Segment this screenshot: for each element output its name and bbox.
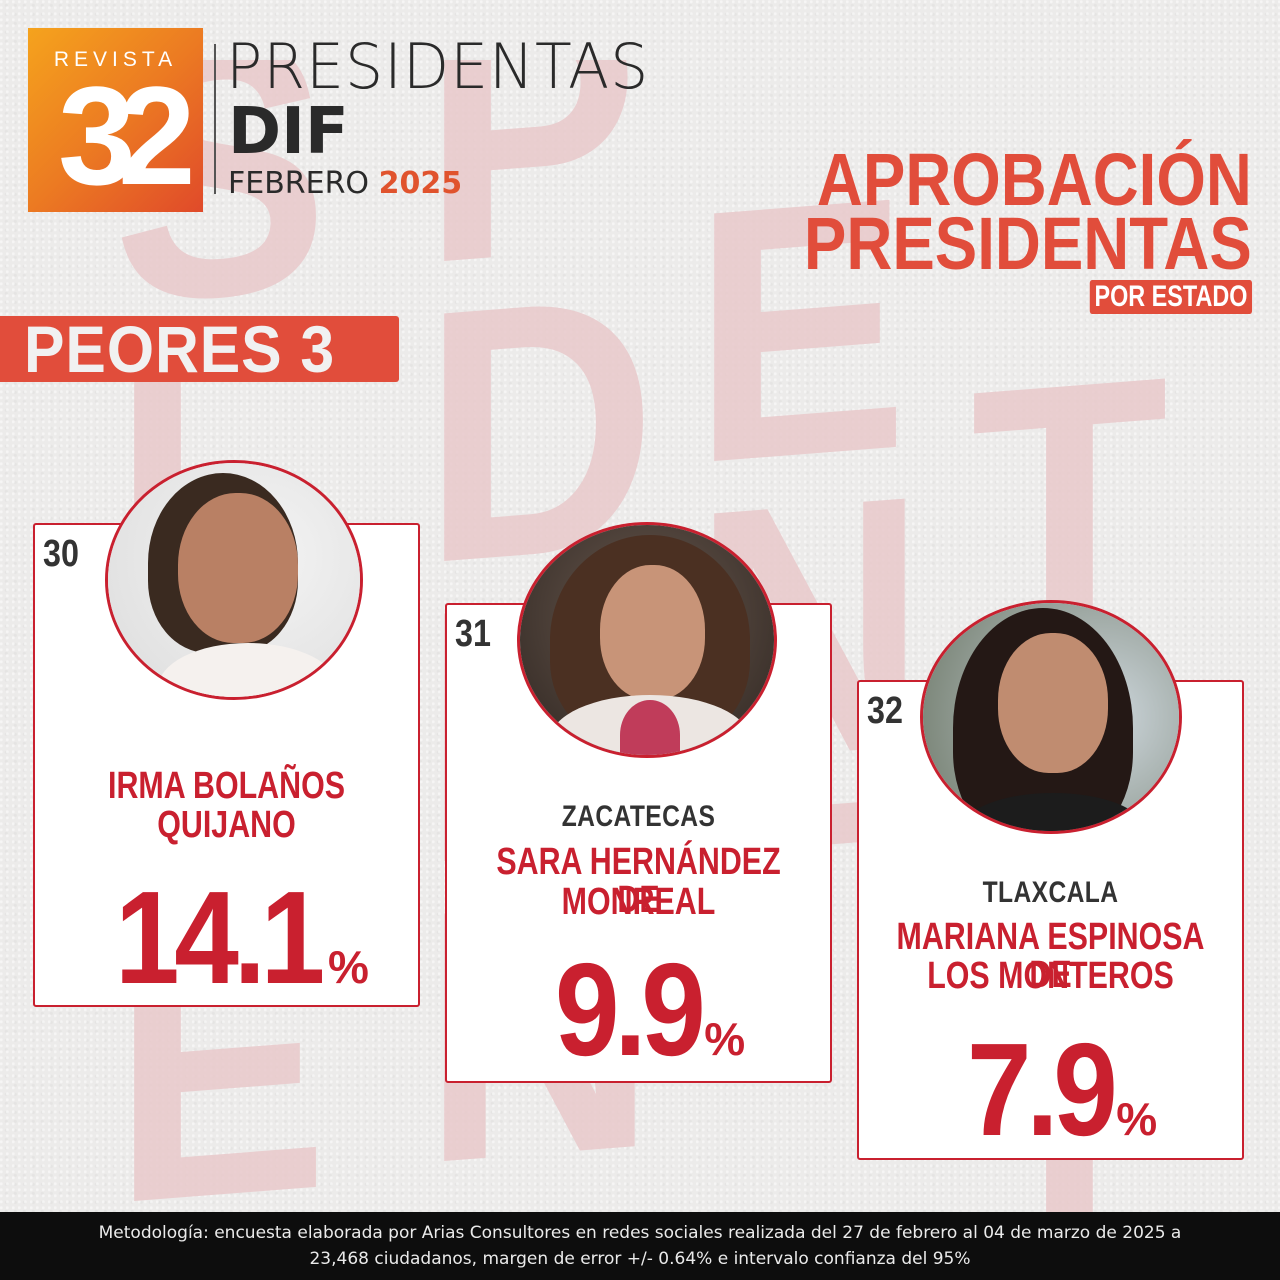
footer-line-2: 23,468 ciudadanos, margen de error +/- 0… <box>309 1249 971 1269</box>
card-value: 14.1% <box>0 864 470 1011</box>
header-month: FEBRERO <box>228 166 370 201</box>
card-rank: 31 <box>455 613 491 655</box>
header-title: PRESIDENTAS <box>226 30 650 103</box>
section-label-text: PEORES 3 <box>24 312 336 386</box>
approval-value: 7.9 <box>966 1016 1118 1163</box>
card-value: 9.9% <box>445 936 845 1083</box>
approval-value: 14.1 <box>115 864 325 1011</box>
header-date: FEBRERO 2025 <box>228 166 462 202</box>
percent-sign: % <box>704 1013 746 1065</box>
header-subtitle: DIF <box>228 95 349 169</box>
portrait-photo <box>105 460 363 700</box>
percent-sign: % <box>328 941 369 993</box>
header-divider <box>214 44 216 194</box>
card-state: ZACATECAS <box>561 800 716 833</box>
card-state: TLAXCALA <box>982 876 1119 909</box>
title-badge: POR ESTADO <box>1089 280 1252 314</box>
percent-sign: % <box>1116 1093 1158 1145</box>
card-rank: 30 <box>43 533 79 575</box>
footer-line-1: Metodología: encuesta elaborada por Aria… <box>98 1223 1182 1243</box>
title-line-1: APROBACIÓN <box>817 138 1252 221</box>
title-line-2: PRESIDENTAS <box>804 202 1252 285</box>
card-name-line2: LOS MONTEROS <box>927 955 1174 997</box>
main-title: APROBACIÓN PRESIDENTAS POR ESTADO <box>731 138 1252 314</box>
card-name-line2: MONREAL <box>561 881 716 923</box>
card-rank: 32 <box>867 690 903 732</box>
card-name-line1: IRMA BOLAÑOS <box>108 765 345 807</box>
section-label: PEORES 3 <box>0 316 399 382</box>
card-name-line1: MARIANA ESPINOSA DE <box>896 916 1205 996</box>
revista-32-logo: REVISTA 32 <box>28 28 203 212</box>
logo-revista-text: REVISTA <box>53 48 178 71</box>
header-year: 2025 <box>378 166 463 201</box>
approval-value: 9.9 <box>554 936 706 1083</box>
methodology-footer: Metodología: encuesta elaborada por Aria… <box>0 1212 1280 1280</box>
card-name-line1: SARA HERNÁNDEZ DE <box>496 841 781 921</box>
portrait-photo <box>517 522 777 758</box>
logo-number: 32 <box>58 57 196 214</box>
card-value: 7.9% <box>857 1016 1257 1163</box>
portrait-photo <box>920 600 1182 834</box>
card-name-line2: QUIJANO <box>157 804 296 846</box>
